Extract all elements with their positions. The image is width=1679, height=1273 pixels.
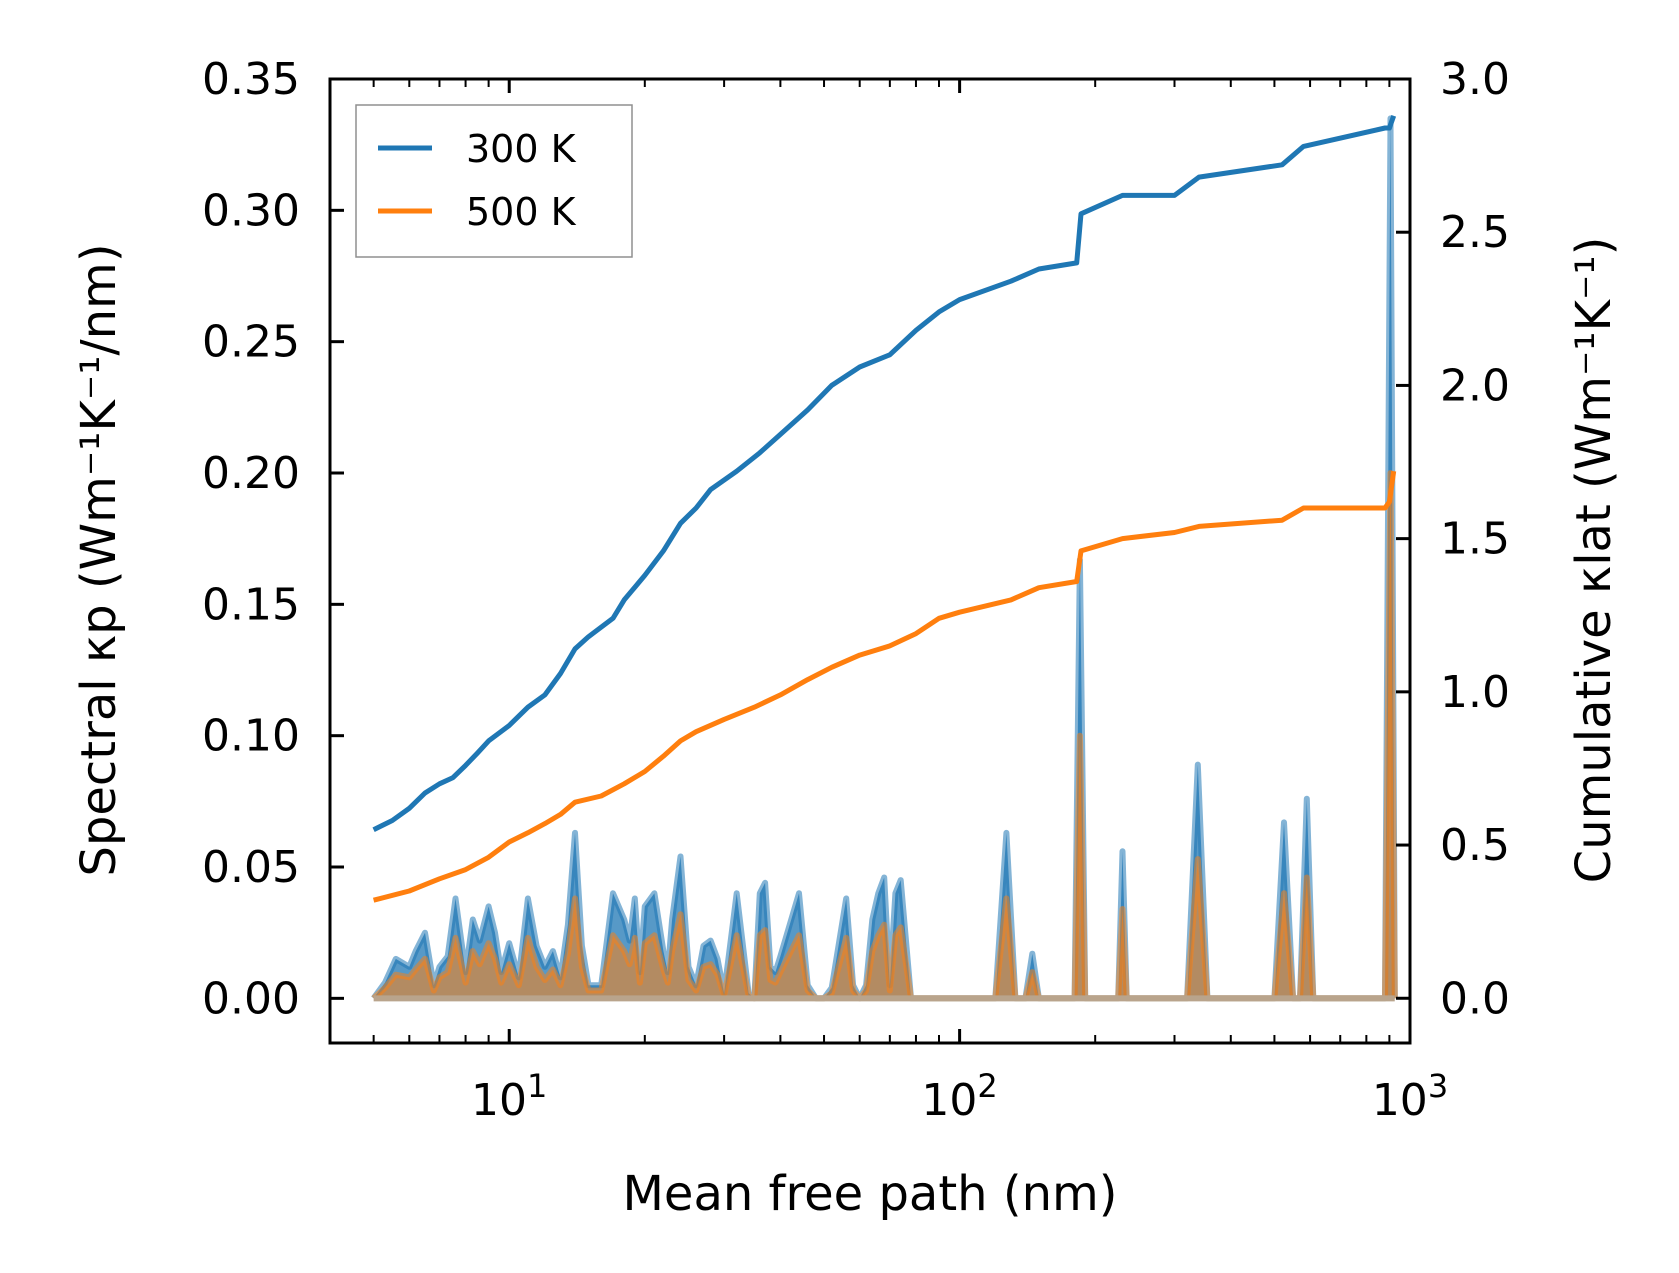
y-left-tick-label: 0.10 (202, 711, 300, 762)
spectral-series-layer (371, 115, 1398, 1002)
y-axis-left-label: Spectral κp (Wm⁻¹K⁻¹/nm) (71, 243, 127, 876)
y-left-tick-label: 0.30 (202, 185, 300, 236)
y-left-tick-label: 0.05 (202, 842, 300, 893)
y-right-tick-label: 2.5 (1440, 207, 1510, 258)
cumulative-line-500k (372, 470, 1397, 903)
y-right-tick-label: 0.0 (1440, 973, 1510, 1024)
x-tick-label: 103 (1372, 1067, 1448, 1126)
spectral-line-500k (371, 470, 1398, 1002)
legend: 300 K 500 K (355, 104, 633, 258)
y-axis-left-label-group: Spectral κp (Wm⁻¹K⁻¹/nm) (71, 243, 127, 876)
y-left-tick-label: 0.35 (202, 54, 300, 105)
cumulative-line-300k (372, 114, 1397, 832)
x-tick-label-exponent: 1 (527, 1067, 547, 1105)
plot-frame (328, 77, 1412, 1045)
ticks-layer: 0.00 0.05 0.10 0.15 0.20 0.25 0.30 0.35 0.0 0.5 1.… (202, 54, 1510, 1126)
legend-label-500k: 500 K (466, 190, 577, 234)
legend-label-300k: 300 K (466, 127, 577, 171)
x-tick-label: 102 (921, 1067, 997, 1126)
y-left-tick-label: 0.15 (202, 579, 300, 630)
y-axis-right-label-group: Cumulative κlat (Wm⁻¹K⁻¹) (1566, 237, 1622, 884)
legend-box (355, 104, 633, 258)
x-tick-label: 101 (471, 1067, 547, 1126)
y-right-tick-label: 0.5 (1440, 820, 1510, 871)
cumulative-series-layer (372, 114, 1397, 903)
y-right-tick-label: 1.0 (1440, 667, 1510, 718)
y-left-tick-label: 0.00 (202, 973, 300, 1024)
y-right-tick-label: 1.5 (1440, 514, 1510, 565)
x-tick-label-exponent: 2 (977, 1067, 997, 1105)
y-left-tick-label: 0.25 (202, 317, 300, 368)
y-axis-right-label: Cumulative κlat (Wm⁻¹K⁻¹) (1566, 237, 1622, 884)
y-right-tick-label: 3.0 (1440, 54, 1510, 105)
y-right-tick-label: 2.0 (1440, 360, 1510, 411)
x-tick-label-exponent: 3 (1428, 1067, 1448, 1105)
y-left-tick-label: 0.20 (202, 448, 300, 499)
x-axis-label: Mean free path (nm) (623, 1166, 1118, 1222)
